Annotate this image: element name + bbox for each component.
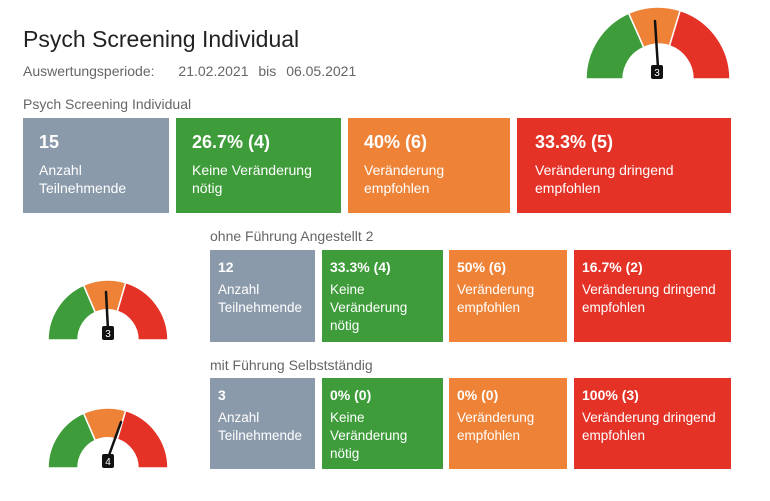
card-value: 33.3% (5) <box>535 132 614 152</box>
gauge-main-needle <box>653 19 660 70</box>
card-label: Veränderung dringend empfohlen <box>535 162 674 196</box>
card-label: Veränderung empfohlen <box>457 410 535 443</box>
card-value: 33.3% (4) <box>330 259 391 275</box>
card-value: 40% (6) <box>364 132 428 152</box>
card-label: Anzahl Teilnehmende <box>218 282 303 315</box>
card-participants-group-2: 3 Anzahl Teilnehmende <box>210 378 315 469</box>
gauge-main: 3 <box>585 6 731 80</box>
card-no-change-group-2: 0% (0) Keine Veränderung nötig <box>322 378 443 469</box>
gauge-group-2: 4 <box>47 408 169 469</box>
card-urgent-group-1: 16.7% (2) Veränderung dringend empfohlen <box>574 250 731 342</box>
card-no-change-overall: 26.7% (4) Keine Veränderung nötig <box>176 118 341 213</box>
card-value: 100% (3) <box>582 387 639 403</box>
card-participants-overall: 15 Anzahl Teilnehmende <box>23 118 169 213</box>
gauge-group-2-needle <box>106 420 123 460</box>
card-urgent-group-2: 100% (3) Veränderung dringend empfohlen <box>574 378 731 469</box>
card-value: 0% (0) <box>457 387 499 403</box>
section-label-group-2: mit Führung Selbstständig <box>210 357 373 373</box>
card-label: Anzahl Teilnehmende <box>39 162 127 196</box>
card-urgent-overall: 33.3% (5) Veränderung dringend empfohlen <box>517 118 731 213</box>
page-title: Psych Screening Individual <box>23 26 300 52</box>
card-no-change-group-1: 33.3% (4) Keine Veränderung nötig <box>322 250 443 342</box>
gauge-group-1-value: 3 <box>105 329 111 340</box>
card-value: 26.7% (4) <box>192 132 271 152</box>
period-from: 21.02.2021 <box>178 63 249 79</box>
gauge-main-value: 3 <box>654 68 660 79</box>
card-label: Veränderung empfohlen <box>457 282 535 315</box>
card-label: Veränderung empfohlen <box>364 162 445 196</box>
card-value: 0% (0) <box>330 387 372 403</box>
gauge-group-1: 3 <box>47 280 169 341</box>
card-label: Veränderung dringend empfohlen <box>582 282 716 315</box>
card-value: 3 <box>218 387 226 403</box>
evaluation-period: Auswertungsperiode: 21.02.2021 bis 06.05… <box>23 63 356 79</box>
section-label-overall: Psych Screening Individual <box>23 96 192 112</box>
period-separator: bis <box>258 63 277 79</box>
gauge-group-2-value: 4 <box>105 457 111 468</box>
period-to: 06.05.2021 <box>286 63 357 79</box>
card-value: 15 <box>39 132 60 152</box>
period-label: Auswertungsperiode: <box>23 63 155 79</box>
gauge-group-1-needle <box>104 290 110 332</box>
card-change-overall: 40% (6) Veränderung empfohlen <box>348 118 510 213</box>
section-label-group-1: ohne Führung Angestellt 2 <box>210 228 374 244</box>
card-label: Keine Veränderung nötig <box>330 410 408 461</box>
card-value: 16.7% (2) <box>582 259 643 275</box>
card-change-group-2: 0% (0) Veränderung empfohlen <box>449 378 567 469</box>
card-label: Keine Veränderung nötig <box>330 282 408 333</box>
card-value: 50% (6) <box>457 259 507 275</box>
card-label: Anzahl Teilnehmende <box>218 410 303 443</box>
card-participants-group-1: 12 Anzahl Teilnehmende <box>210 250 315 342</box>
card-label: Veränderung dringend empfohlen <box>582 410 716 443</box>
card-value: 12 <box>218 259 234 275</box>
card-label: Keine Veränderung nötig <box>192 162 312 196</box>
card-change-group-1: 50% (6) Veränderung empfohlen <box>449 250 567 342</box>
